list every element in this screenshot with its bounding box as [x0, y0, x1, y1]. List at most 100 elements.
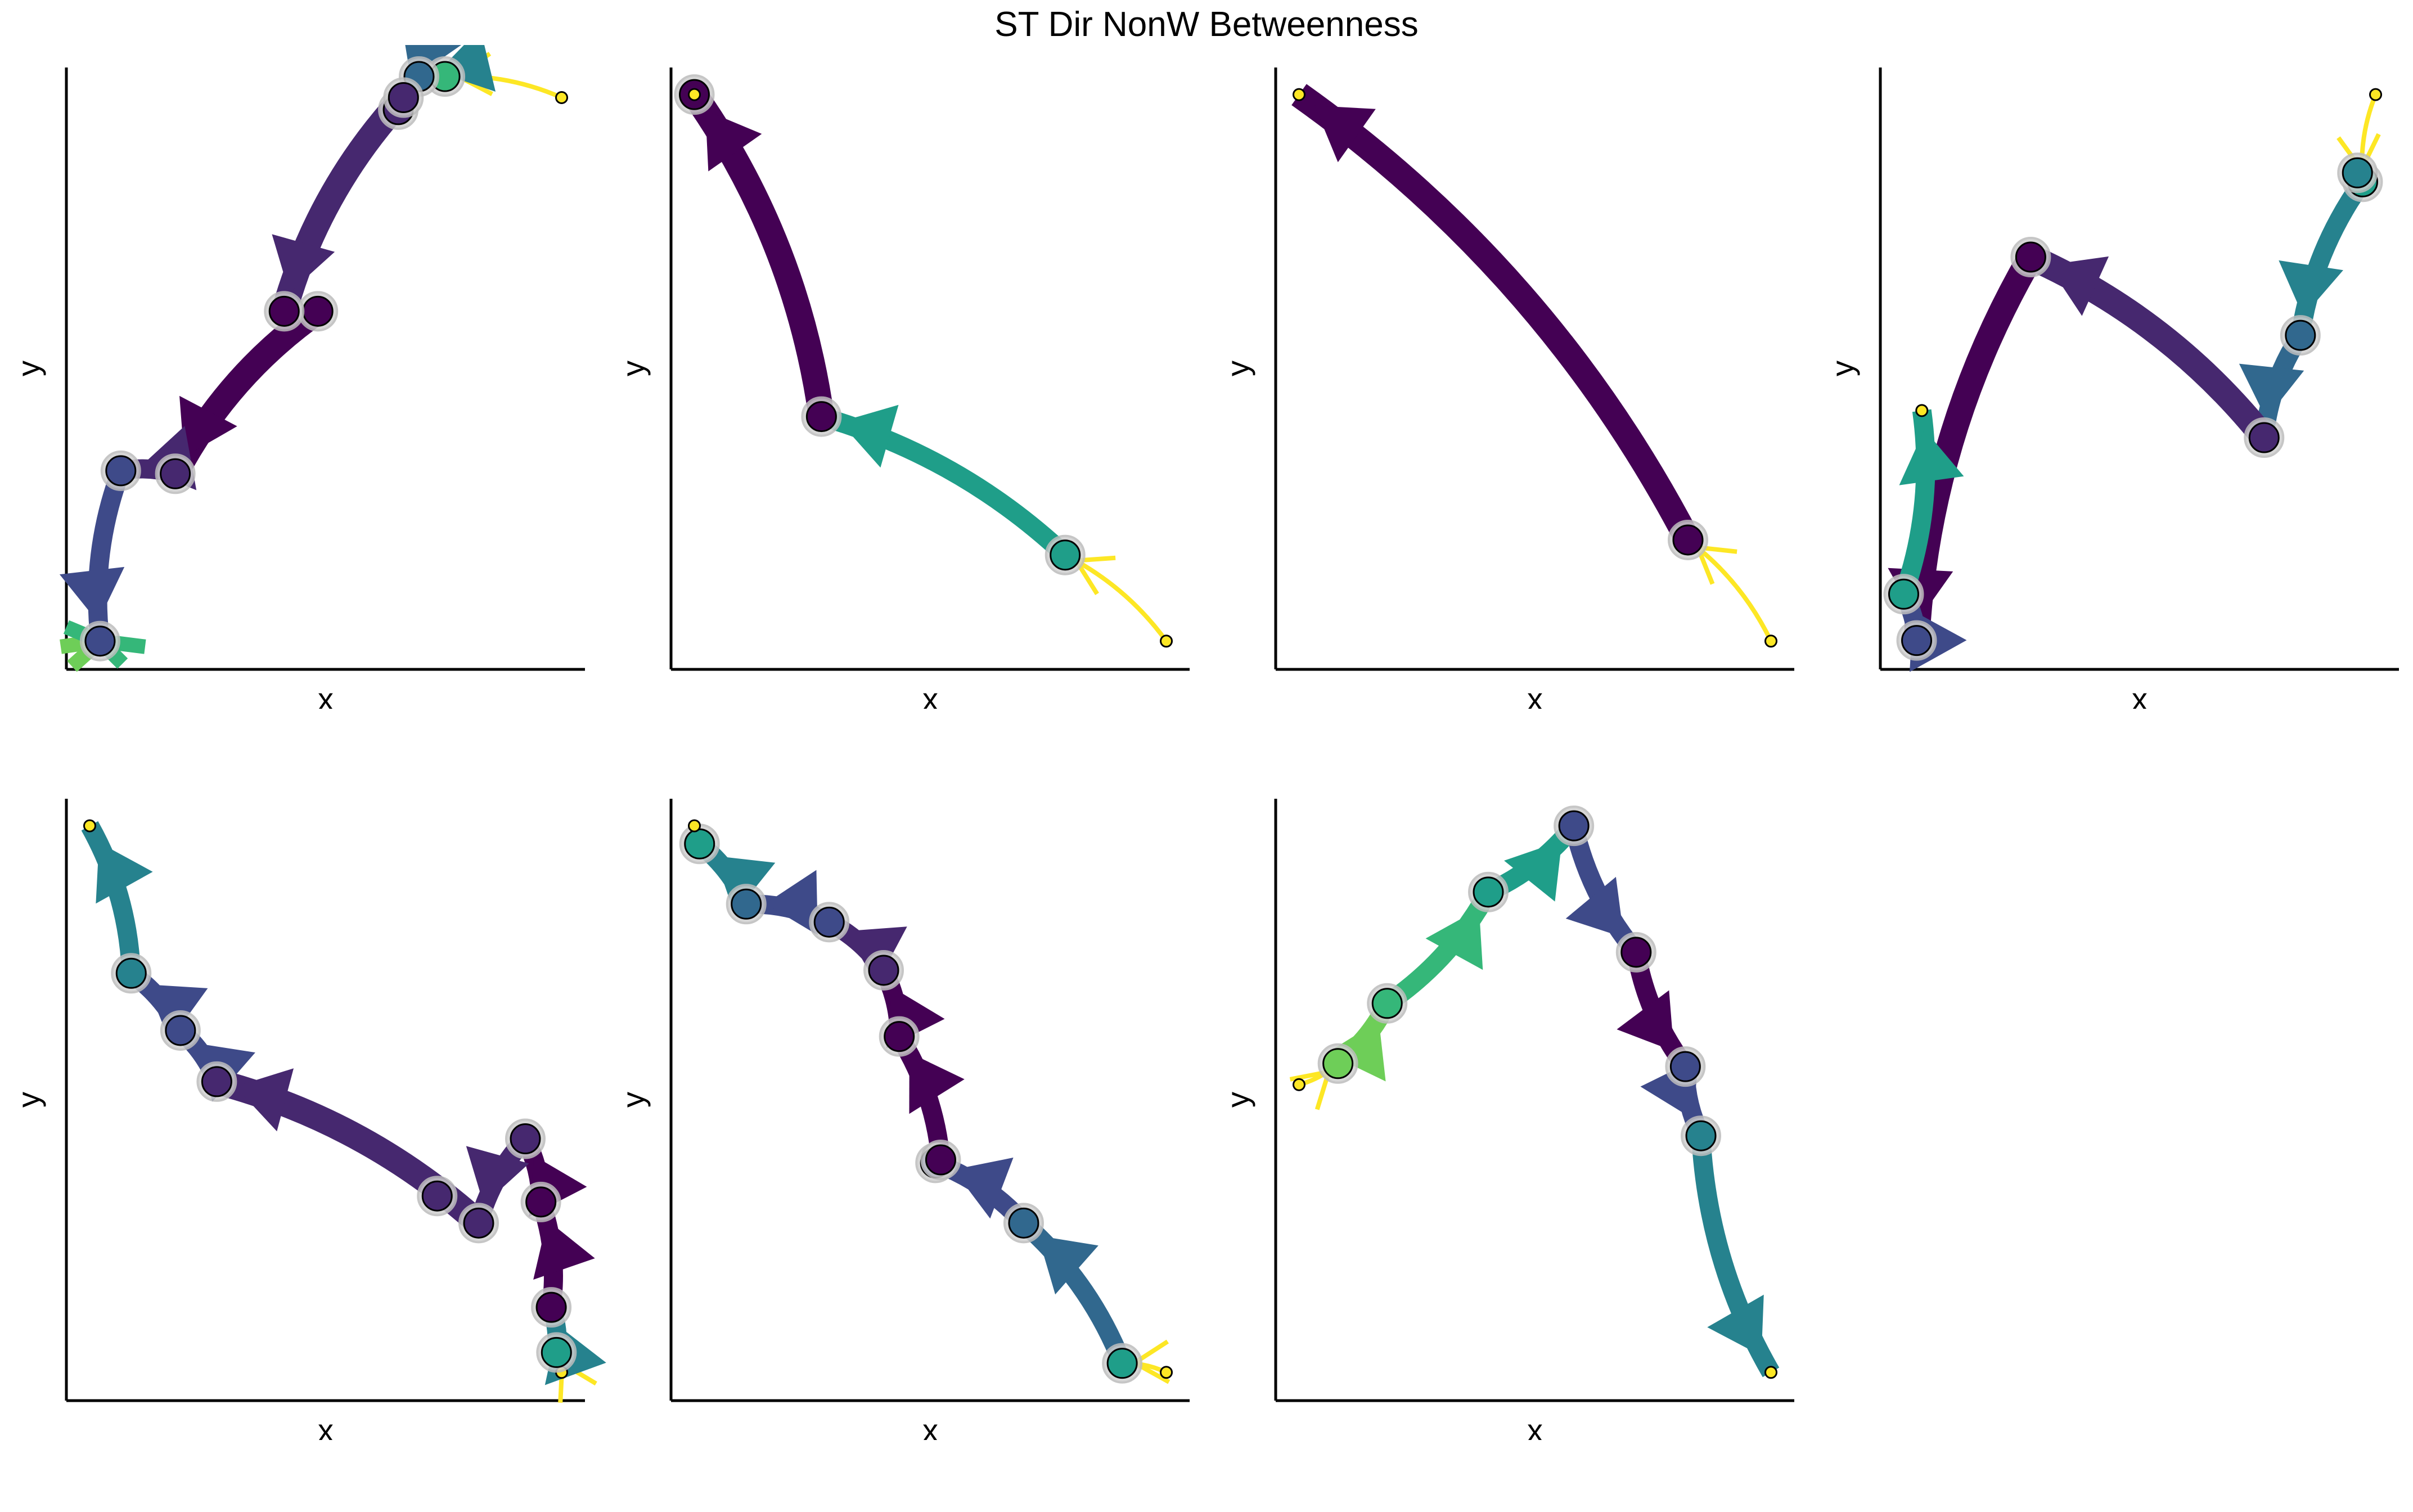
node-5 — [925, 1144, 956, 1176]
node-3 — [2342, 157, 2373, 188]
panel-7: xy — [1232, 776, 1838, 1440]
arrowhead-6 — [235, 1068, 294, 1132]
node-5 — [2248, 422, 2280, 453]
panel-4: xy — [1836, 45, 2413, 709]
node-8 — [1888, 578, 1919, 610]
trajectory-group — [674, 74, 1173, 648]
node-4 — [525, 1186, 557, 1218]
edge-7 — [88, 467, 130, 642]
node-3 — [1371, 988, 1403, 1019]
arrowhead-2 — [1038, 1235, 1099, 1295]
arrowhead-3 — [533, 1220, 595, 1280]
panel-6: xy — [627, 776, 1233, 1440]
panel-plot: xy — [627, 68, 1190, 709]
node-6 — [2015, 241, 2046, 273]
arrowhead-7 — [765, 870, 818, 935]
panel-2: xy — [627, 45, 1233, 709]
node-7 — [302, 295, 334, 327]
node-2 — [1322, 1048, 1354, 1079]
x-axis-label: x — [1527, 1412, 1543, 1440]
panel-3: xy — [1232, 45, 1838, 709]
node-9 — [731, 888, 762, 920]
arrowhead-8 — [1707, 1294, 1764, 1356]
y-axis-label: y — [627, 1092, 651, 1108]
edge-2 — [2291, 176, 2371, 337]
x-axis-label: x — [318, 1412, 334, 1440]
y-axis-label: y — [1232, 1092, 1255, 1108]
panel-5: xy — [22, 776, 629, 1440]
node-11 — [83, 819, 96, 832]
trajectory-group — [81, 819, 606, 1403]
trajectory-group — [1291, 84, 1778, 648]
node-4 — [84, 626, 116, 657]
y-axis-label: y — [1232, 361, 1255, 376]
arrowhead-5 — [466, 1146, 529, 1205]
panel-1: xy — [22, 45, 629, 709]
node-7 — [421, 1180, 453, 1212]
arrowhead-9 — [96, 842, 153, 904]
arrowhead-7 — [1899, 429, 1964, 485]
trajectory-group — [1289, 806, 1780, 1379]
node-10 — [684, 828, 715, 860]
node-2 — [1672, 524, 1704, 556]
arrowhead-2 — [438, 45, 496, 92]
figure-title: ST Dir NonW Betweenness — [994, 5, 1419, 44]
node-1 — [1160, 1366, 1173, 1379]
panel-plot: xy — [627, 799, 1190, 1440]
panel-plot: xy — [1836, 68, 2399, 709]
node-3 — [1008, 1207, 1039, 1239]
node-1 — [555, 91, 569, 104]
node-8 — [813, 906, 845, 938]
x-axis-label: x — [318, 681, 334, 709]
x-axis-label: x — [922, 1412, 938, 1440]
node-2 — [1050, 539, 1081, 571]
node-5 — [510, 1123, 541, 1155]
arrowhead-4 — [272, 234, 335, 293]
y-axis-label: y — [627, 361, 651, 376]
arrowhead-3 — [705, 110, 762, 172]
node-1 — [2369, 88, 2383, 101]
panel-plot: xy — [1232, 799, 1794, 1440]
node-11 — [687, 819, 701, 832]
node-7 — [1669, 1051, 1701, 1082]
node-6 — [1620, 937, 1652, 968]
arrowhead-5 — [1565, 876, 1624, 938]
node-1 — [1764, 634, 1778, 648]
arrowhead-6 — [1617, 990, 1674, 1051]
node-3 — [1292, 88, 1305, 101]
arrowhead-4 — [2048, 256, 2109, 316]
node-9 — [1764, 1366, 1778, 1379]
node-5 — [687, 88, 701, 101]
node-10 — [388, 82, 419, 113]
arrowhead-2 — [1327, 1020, 1386, 1082]
node-4 — [2285, 320, 2316, 351]
panel-plot: xy — [1232, 68, 1794, 709]
node-4 — [1473, 876, 1504, 908]
node-8 — [1685, 1120, 1717, 1151]
node-2 — [541, 1336, 572, 1368]
node-9 — [165, 1015, 196, 1046]
node-5 — [160, 458, 191, 489]
node-6 — [105, 455, 137, 487]
arrowhead-2 — [1314, 105, 1376, 163]
panel-plot: xy — [22, 799, 606, 1440]
node-3 — [805, 401, 837, 433]
arrowhead-4 — [1504, 840, 1562, 902]
node-8 — [268, 295, 300, 327]
arrowhead-2 — [840, 404, 899, 468]
node-9 — [1915, 404, 1929, 417]
trajectory-group — [679, 819, 1173, 1384]
node-7 — [868, 955, 899, 986]
y-axis-label: y — [22, 361, 46, 376]
y-axis-label: y — [1836, 361, 1860, 376]
node-5 — [1558, 810, 1590, 842]
node-6 — [463, 1207, 494, 1239]
node-2 — [1106, 1348, 1138, 1379]
edge-2 — [1291, 84, 1700, 546]
arrowhead-5 — [179, 395, 237, 457]
trajectory-group — [59, 45, 569, 672]
node-10 — [115, 957, 147, 989]
arrowhead-4 — [909, 1052, 965, 1114]
trajectory-group — [1883, 88, 2383, 672]
